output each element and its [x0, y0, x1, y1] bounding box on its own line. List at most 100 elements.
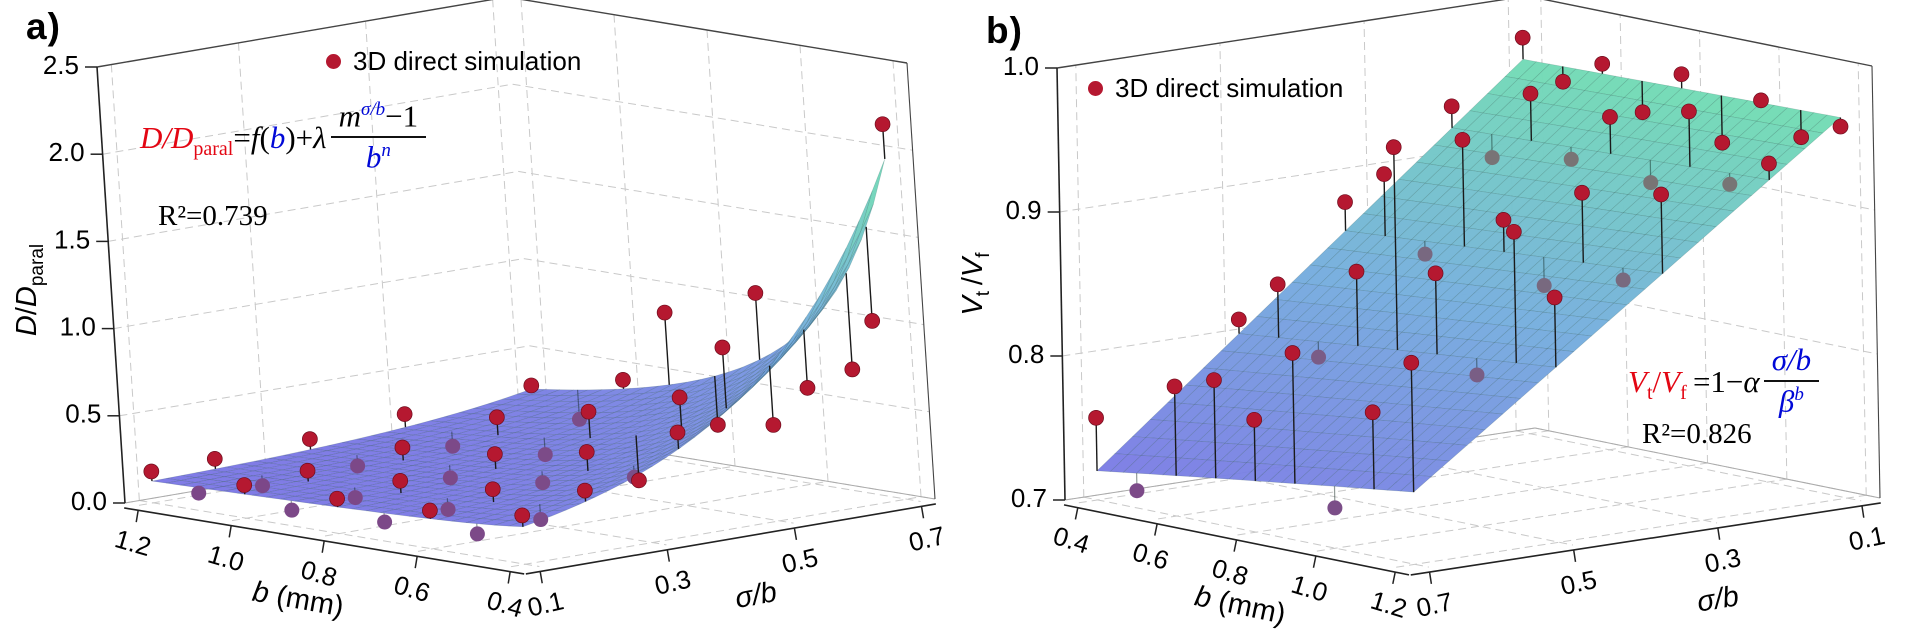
scatter-point-occluded	[1615, 272, 1631, 288]
scatter-point-occluded	[1563, 151, 1579, 167]
scatter-point	[577, 482, 593, 499]
x-axis-tick-label: 0.4	[1050, 520, 1093, 559]
scatter-point	[302, 431, 318, 447]
scatter-point-occluded	[440, 501, 456, 517]
scatter-point-occluded	[535, 475, 551, 491]
scatter-point-occluded	[533, 512, 549, 528]
fraction: σ/b βb	[1763, 343, 1820, 417]
surface-mesh-cell	[820, 248, 847, 303]
scatter-point-occluded	[350, 458, 366, 474]
scatter-point	[799, 380, 816, 396]
surface-mesh-cell	[779, 317, 807, 358]
scatter-point	[484, 481, 501, 498]
scatter-point	[669, 424, 686, 441]
panel-b-label: b)	[986, 10, 1023, 51]
scatter-point	[615, 372, 631, 388]
scatter-point	[1495, 212, 1512, 228]
panel-b-r-squared: R²=0.826	[1642, 418, 1752, 450]
legend-label: 3D direct simulation	[1115, 73, 1344, 103]
scatter-point	[1427, 265, 1444, 282]
panel-a-legend: 3D direct simulation	[326, 46, 581, 77]
x-axis-tick-label: 0.6	[1129, 536, 1172, 575]
scatter-point	[1793, 129, 1810, 146]
surface-mesh-cell	[848, 203, 874, 264]
z-axis-tick-label: 0.0	[71, 486, 107, 516]
y-axis-tick-label: 0.5	[779, 542, 821, 579]
scatter-point	[206, 451, 223, 467]
scatter-point	[1376, 166, 1392, 182]
z-axis-tick-label: 1.0	[1003, 51, 1039, 81]
z-axis-tick-label: 1.0	[60, 311, 96, 341]
y-axis-tick-label: 0.3	[652, 564, 694, 601]
scatter-point	[747, 285, 764, 301]
scatter-point	[864, 313, 881, 329]
scatter-point	[671, 389, 688, 406]
x-axis-tick-label: 1.2	[112, 523, 155, 562]
scatter-point	[1206, 372, 1222, 388]
scatter-point	[1088, 409, 1104, 426]
y-axis-tick-label: 0.1	[525, 585, 567, 622]
scatter-point	[396, 406, 413, 422]
scatter-point	[765, 417, 782, 433]
legend-label: 3D direct simulation	[353, 46, 582, 76]
scatter-point	[1506, 223, 1522, 240]
scatter-point	[1246, 411, 1263, 428]
scatter-point	[299, 462, 316, 479]
surface-mesh-cell	[860, 158, 886, 232]
surface-mesh-cell	[751, 354, 780, 388]
surface-mesh-cell	[765, 336, 793, 374]
scatter-point-occluded	[469, 526, 485, 542]
scatter-point	[1166, 378, 1183, 395]
panel-a-r-squared: R²=0.739	[158, 200, 268, 232]
scatter-point	[1714, 134, 1731, 151]
x-axis-tick-label: 1.0	[205, 539, 248, 578]
scatter-point	[1454, 131, 1471, 148]
scatter-point	[1269, 276, 1286, 293]
scatter-point	[709, 417, 726, 433]
scatter-point	[143, 463, 160, 480]
scatter-point	[1284, 345, 1301, 361]
scatter-point	[580, 403, 597, 420]
surface-mesh-cell	[1399, 475, 1433, 493]
z-axis-tick-label: 2.0	[48, 137, 84, 167]
scatter-point	[1364, 404, 1381, 421]
scatter-point	[394, 439, 411, 456]
panel-a-label: a)	[26, 6, 61, 47]
scatter-point	[514, 507, 531, 524]
surface-mesh-cell	[834, 231, 861, 286]
x-axis-tick-label: 0.4	[484, 585, 527, 624]
scatter-point	[1230, 311, 1247, 328]
scatter-point	[236, 477, 253, 493]
legend-marker-icon	[326, 54, 341, 69]
panel-b-y-axis-title: σ/b	[1694, 580, 1742, 619]
scatter-point	[1681, 103, 1697, 120]
scatter-point	[1753, 92, 1769, 109]
z-axis-tick-label: 0.8	[1008, 339, 1044, 369]
z-axis-tick-label: 1.5	[54, 224, 90, 254]
scatter-point-occluded	[1722, 176, 1738, 192]
scatter-point-occluded	[1311, 349, 1327, 365]
surface-mesh-cell	[681, 425, 710, 446]
scatter-point	[1546, 289, 1563, 306]
scatter-point	[1653, 186, 1669, 203]
z-axis-tick-label: 0.7	[1011, 483, 1047, 513]
surface-mesh-cell	[1417, 459, 1450, 477]
scatter-point	[329, 490, 345, 507]
y-axis-tick-label: 0.7	[1414, 586, 1456, 623]
scatter-point-occluded	[537, 447, 553, 463]
surface-mesh-cell	[652, 447, 682, 464]
scatter-point-occluded	[1417, 246, 1433, 262]
scatter-point	[578, 444, 595, 460]
scatter-point-occluded	[1129, 483, 1145, 499]
scatter-point-occluded	[255, 478, 271, 494]
scatter-point-occluded	[1536, 278, 1552, 294]
scatter-point	[1443, 98, 1460, 115]
y-axis-tick-label: 0.1	[1846, 520, 1888, 557]
y-axis-tick-label: 0.3	[1702, 542, 1744, 579]
scatter-point	[1761, 155, 1777, 172]
scatter-point	[1522, 85, 1539, 102]
scatter-point-occluded	[1469, 367, 1485, 383]
y-axis-tick-label: 0.7	[906, 520, 948, 557]
